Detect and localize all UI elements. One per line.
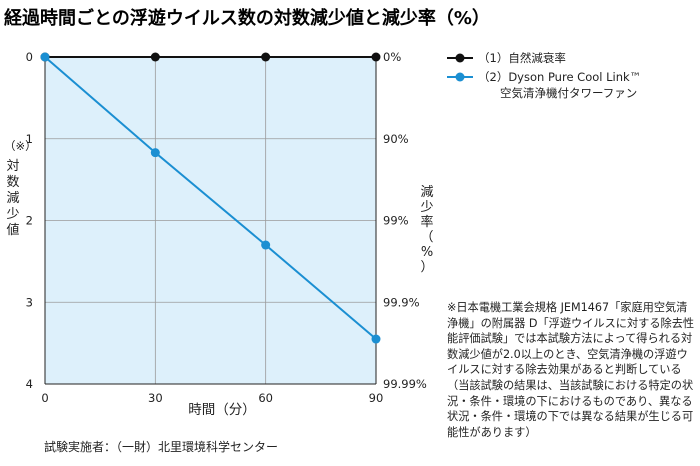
chart-title: 経過時間ごとの浮遊ウイルス数の対数減少値と減少率（%） [4,7,490,29]
credit-text: 試験実施者：（一財）北里環境科学センター [44,439,278,454]
x-tick-labels: 0 30 60 90 [41,391,383,405]
data-point-dyson [150,148,160,158]
legend-label-dyson-line2: 空気清浄機付タワーファン [500,86,637,100]
series-layer [40,52,381,344]
right-axis-label-char: （ [420,230,433,245]
left-axis-label-char: 値 [6,222,19,238]
y-tick-label-right: 99.9% [383,295,420,309]
y-tick-labels-left: 0 1 2 3 4 [26,50,33,391]
legend-label-natural-decay: （1）自然減衰率 [478,51,566,65]
legend-marker-natural-decay [455,53,465,63]
y-tick-label-left: 0 [26,50,33,64]
y-tick-label-left: 2 [26,214,33,228]
right-axis-label-char: 少 [420,200,433,215]
y-tick-label-right: 99.99% [383,377,427,391]
y-tick-label-left: 4 [26,377,33,391]
legend: （1）自然減衰率 （2）Dyson Pure Cool Link™ 空気清浄機付タワ… [447,51,641,100]
footnote-paragraph-1: ※日本電機工業会規格 JEM1467「家庭用空気清浄機」の附属器 D「浮遊ウイル… [447,301,695,377]
right-axis-label: 減少率（%） [420,184,433,275]
y-tick-label-left: 3 [26,295,33,309]
x-tick-label: 90 [369,391,384,405]
footnote-paragraph-2: （当該試験の結果は、当該試験における特定の状況・条件・環境の下におけるものであり… [447,378,694,439]
data-point-dyson [371,334,381,344]
y-tick-labels-right: 0% 90% 99% 99.9% 99.99% [383,50,427,391]
legend-label-dyson: （2）Dyson Pure Cool Link™ [478,70,641,84]
footnote: ※日本電機工業会規格 JEM1467「家庭用空気清浄機」の附属器 D「浮遊ウイル… [447,300,697,440]
right-axis-label-char: % [421,245,433,260]
x-tick-label: 60 [258,391,273,405]
left-axis-note-mark: （※） [4,139,37,153]
data-point-natural-decay [150,52,160,62]
series-line-dyson [44,56,377,340]
legend-marker-dyson [455,72,465,82]
left-axis-label-char: 対 [6,159,19,174]
grid-lines [45,57,376,384]
right-axis-label-char: 減 [420,184,433,200]
data-point-dyson [40,52,50,62]
right-axis-label-char: ） [420,260,433,275]
y-tick-label-right: 90% [383,132,409,146]
data-point-natural-decay [261,52,271,62]
x-axis-label: 時間（分） [188,402,256,418]
left-axis-label-char: 少 [6,207,19,222]
right-axis-label-char: 率 [420,214,433,230]
y-tick-label-right: 0% [383,50,401,64]
y-tick-label-left: 1 [26,132,33,146]
left-axis-label-char: 減 [6,190,19,206]
data-point-natural-decay [371,52,381,62]
y-tick-label-right: 99% [383,214,409,228]
data-point-dyson [261,240,271,250]
left-axis-label: 対数減少値 [6,159,19,238]
left-axis-label-char: 数 [6,175,19,190]
x-tick-label: 30 [148,391,163,405]
x-tick-label: 0 [41,391,48,405]
